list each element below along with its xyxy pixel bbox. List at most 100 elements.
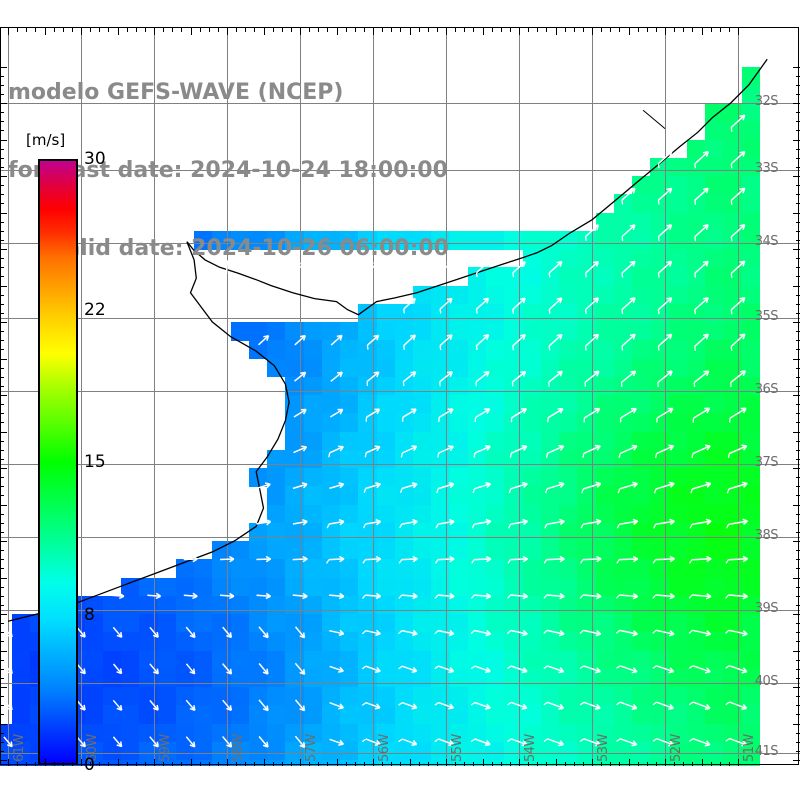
grid-cell xyxy=(595,723,615,743)
tick-left xyxy=(0,267,4,268)
grid-cell xyxy=(577,705,597,725)
grid-cell xyxy=(486,285,505,305)
grid-cell xyxy=(577,632,597,652)
grid-cell xyxy=(741,486,761,506)
grid-cell xyxy=(486,723,505,743)
grid-cell xyxy=(11,687,31,706)
grid-cell xyxy=(613,340,633,360)
tick-left xyxy=(0,422,4,423)
grid-cell xyxy=(248,723,268,743)
tick-bottom xyxy=(711,762,712,766)
grid-cell xyxy=(595,303,615,323)
grid-cell xyxy=(650,176,670,195)
tick-right xyxy=(796,167,800,168)
grid-cell xyxy=(230,614,250,633)
grid-cell xyxy=(613,413,633,433)
grid-cell xyxy=(303,449,323,469)
tick-bottom xyxy=(245,762,246,766)
grid-cell xyxy=(394,723,414,743)
grid-cell xyxy=(431,230,451,250)
grid-cell xyxy=(321,413,341,433)
tick-top xyxy=(346,28,347,32)
tick-top xyxy=(711,28,712,32)
grid-cell xyxy=(486,468,505,487)
tick-left xyxy=(0,651,7,652)
tick-left xyxy=(0,368,4,369)
grid-cell xyxy=(723,522,743,542)
grid-cell xyxy=(139,614,159,633)
grid-cell xyxy=(650,303,670,323)
grid-cell xyxy=(613,577,633,597)
gridline-horizontal xyxy=(0,610,800,611)
grid-cell xyxy=(705,230,724,250)
tick-top xyxy=(610,28,611,32)
tick-right xyxy=(796,559,800,560)
grid-cell xyxy=(413,705,432,725)
grid-cell xyxy=(121,668,140,688)
grid-cell xyxy=(358,376,378,396)
grid-cell xyxy=(686,157,706,177)
grid-cell xyxy=(723,431,743,451)
gridline-horizontal xyxy=(0,537,800,538)
grid-cell xyxy=(559,705,578,725)
grid-cell xyxy=(267,522,286,542)
grid-cell xyxy=(267,559,286,579)
tick-left xyxy=(0,331,4,332)
tick-top xyxy=(54,28,55,32)
grid-cell xyxy=(321,449,341,469)
colorbar[interactable] xyxy=(38,159,78,765)
grid-cell xyxy=(486,376,505,396)
grid-cell xyxy=(431,614,451,633)
grid-cell xyxy=(394,358,414,378)
grid-cell xyxy=(358,486,378,506)
grid-cell xyxy=(632,504,651,524)
tick-right xyxy=(793,505,800,506)
grid-cell xyxy=(705,705,724,725)
grid-cell xyxy=(577,395,597,414)
grid-cell xyxy=(723,486,743,506)
grid-cell xyxy=(285,650,305,670)
tick-left xyxy=(0,203,4,204)
grid-cell xyxy=(321,358,341,378)
tick-left xyxy=(0,733,4,734)
grid-cell xyxy=(613,468,633,487)
tick-top xyxy=(647,28,648,32)
tick-right xyxy=(793,286,800,287)
tick-right xyxy=(793,176,800,177)
grid-cell xyxy=(449,614,469,633)
grid-cell xyxy=(668,486,688,506)
tick-bottom xyxy=(391,762,392,766)
grid-cell xyxy=(376,687,396,706)
tick-left xyxy=(0,94,4,95)
grid-cell xyxy=(431,705,451,725)
grid-cell xyxy=(686,139,706,159)
grid-cell xyxy=(522,249,542,268)
tick-right xyxy=(796,130,800,131)
grid-cell xyxy=(650,595,670,615)
gridline-vertical xyxy=(592,27,593,766)
tick-bottom xyxy=(702,759,703,766)
grid-cell xyxy=(577,741,597,761)
grid-cell xyxy=(705,249,724,268)
grid-cell xyxy=(431,395,451,414)
tick-right xyxy=(793,103,800,104)
grid-cell xyxy=(632,760,651,766)
tick-top xyxy=(273,28,274,32)
grid-cell xyxy=(486,760,505,766)
grid-cell xyxy=(632,303,651,323)
tick-right xyxy=(796,477,800,478)
grid-cell xyxy=(431,431,451,451)
grid-cell xyxy=(705,486,724,506)
grid-cell xyxy=(413,431,432,451)
grid-cell xyxy=(157,723,177,743)
grid-cell xyxy=(321,687,341,706)
lat-tick-label: 37S xyxy=(754,455,779,470)
tick-bottom xyxy=(337,759,338,766)
grid-cell xyxy=(613,522,633,542)
grid-cell xyxy=(285,522,305,542)
grid-cell xyxy=(577,322,597,341)
tick-left xyxy=(0,121,4,122)
tick-bottom xyxy=(692,762,693,766)
grid-cell xyxy=(559,285,578,305)
grid-cell xyxy=(175,632,195,652)
